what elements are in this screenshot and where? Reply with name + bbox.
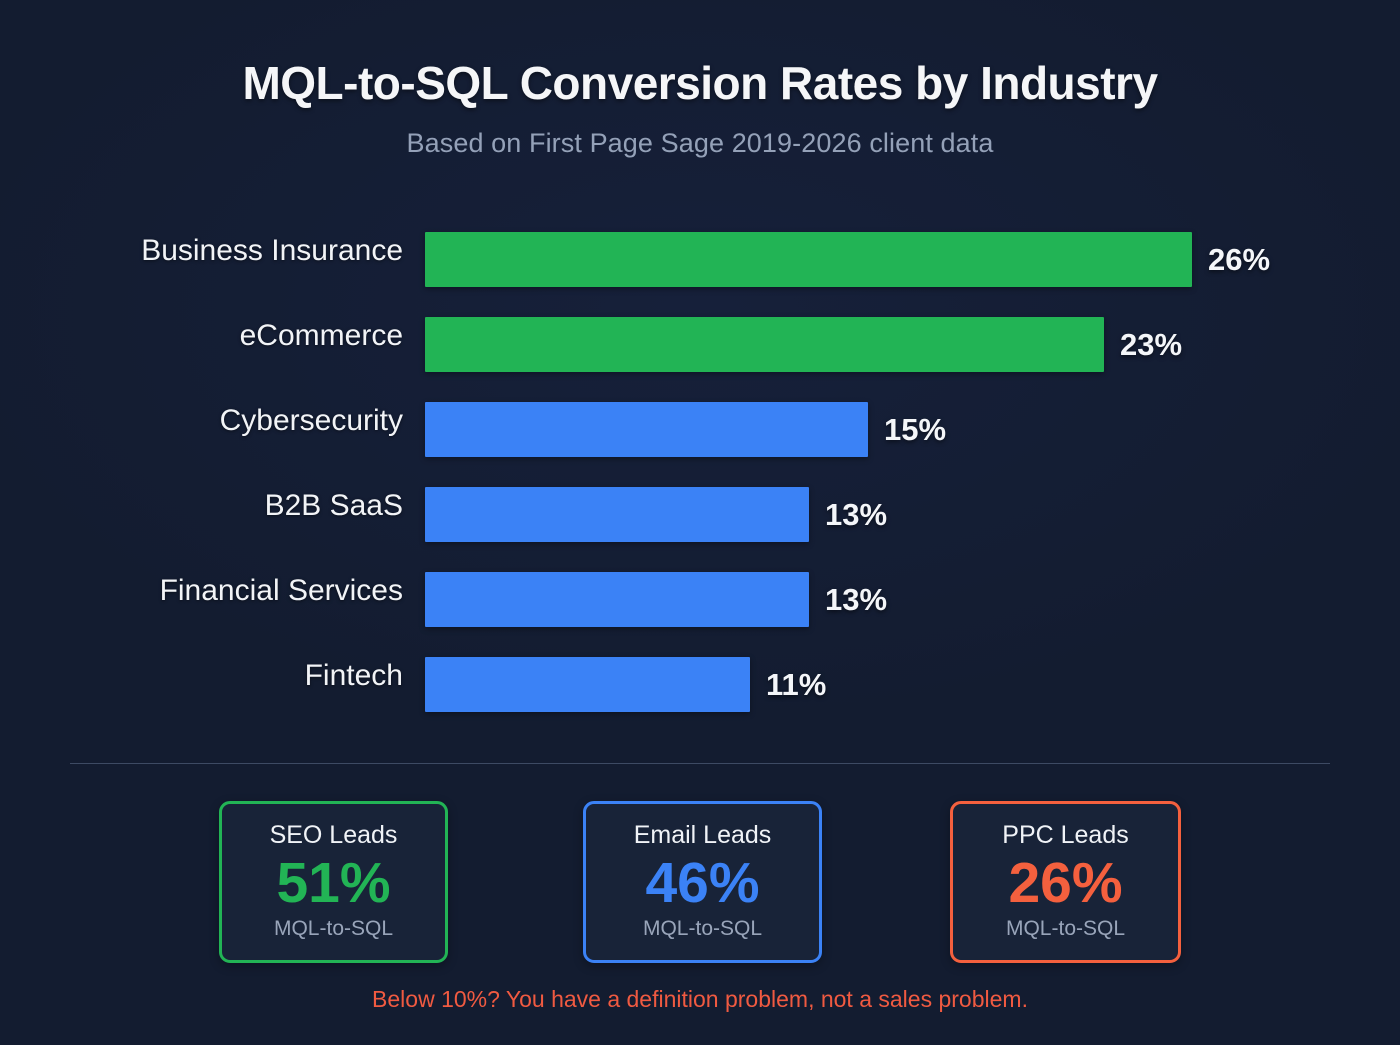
kpi-card-title: PPC Leads [1002,820,1129,849]
bar-category-label: B2B SaaS [264,489,403,522]
kpi-card[interactable]: SEO Leads 51% MQL-to-SQL [219,801,448,963]
section-divider [70,763,1330,764]
bar-track: 15% [425,402,1325,457]
bar-value-label: 13% [825,581,888,617]
bar-fill [425,572,809,627]
bar-track: 13% [425,487,1325,542]
bar-category-label: Fintech [304,659,403,692]
chart-header: MQL-to-SQL Conversion Rates by Industry … [0,56,1400,159]
bar-value-label: 11% [766,666,827,702]
page-subtitle: Based on First Page Sage 2019-2026 clien… [406,128,994,158]
bar-row: Fintech 11% [0,647,1400,732]
bar-category-label: Business Insurance [141,234,403,267]
kpi-card-value: 26% [1008,850,1123,915]
kpi-card-title: SEO Leads [269,820,398,849]
bar-category-label: Financial Services [159,574,403,607]
kpi-card[interactable]: Email Leads 46% MQL-to-SQL [583,801,822,963]
kpi-card-group: SEO Leads 51% MQL-to-SQL Email Leads 46% MQL-… [0,801,1400,963]
bar-row: Business Insurance 26% [0,222,1400,307]
bar-value-label: 23% [1120,326,1183,362]
bar-track: 13% [425,572,1325,627]
kpi-card-value: 51% [276,850,391,915]
bar-value-label: 13% [825,496,888,532]
bar-fill [425,232,1192,287]
kpi-card-value: 46% [645,850,760,915]
bar-value-label: 26% [1208,241,1271,277]
bar-fill [425,657,750,712]
bar-chart: Business Insurance 26% eCommerce 23% Cyberse… [0,222,1400,732]
bar-row: B2B SaaS 13% [0,477,1400,562]
kpi-card-title: Email Leads [633,820,772,849]
bar-fill [425,402,868,457]
page-title: MQL-to-SQL Conversion Rates by Industry [242,57,1158,109]
bar-category-label: eCommerce [239,319,403,352]
bar-row: Financial Services 13% [0,562,1400,647]
kpi-card-sublabel: MQL-to-SQL [273,917,394,941]
bar-row: Cybersecurity 15% [0,392,1400,477]
bar-category-label: Cybersecurity [219,404,403,437]
bar-value-label: 15% [884,411,947,447]
bar-track: 23% [425,317,1325,372]
bar-fill [425,487,809,542]
bar-row: eCommerce 23% [0,307,1400,392]
bar-track: 26% [425,232,1325,287]
bar-track: 11% [425,657,1325,712]
kpi-card-sublabel: MQL-to-SQL [1005,917,1126,941]
kpi-card-sublabel: MQL-to-SQL [642,917,763,941]
footnote: Below 10%? You have a definition problem… [372,986,1028,1012]
bar-fill [425,317,1104,372]
kpi-card[interactable]: PPC Leads 26% MQL-to-SQL [950,801,1181,963]
